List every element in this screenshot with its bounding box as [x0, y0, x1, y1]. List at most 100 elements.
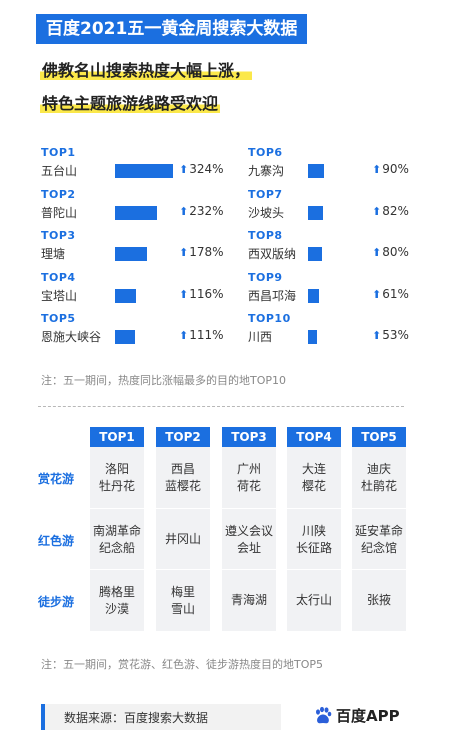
section-divider — [38, 406, 404, 407]
theme-column-bg — [352, 447, 406, 631]
rank-bar — [308, 247, 322, 261]
destination-name: 九寨沟 — [248, 164, 285, 178]
data-source: 数据来源：百度搜索大数据 — [64, 711, 209, 725]
ranking-left-column: TOP1 五台山 ⬆324% TOP2 普陀山 ⬆232% TOP3 理塘 ⬆178% TOP4 宝… — [41, 146, 241, 354]
theme-cell-line: 长征路 — [295, 540, 332, 555]
ranking-note: 注：五一期间，热度同比涨幅最多的目的地TOP10 — [41, 374, 287, 387]
theme-cell: 南湖革命 纪念船 — [90, 523, 144, 557]
rank-bar-track — [308, 330, 366, 344]
theme-cell-line: 樱花 — [301, 478, 326, 493]
theme-cell: 青海湖 — [222, 592, 276, 609]
rank-bar-track — [308, 247, 366, 261]
rank-bar-track — [308, 205, 366, 220]
theme-cell: 太行山 — [287, 592, 341, 609]
up-arrow-icon: ⬆ — [372, 287, 382, 301]
rank-item: TOP5 恩施大峡谷 ⬆111% — [41, 312, 241, 354]
rank-bar-track — [115, 330, 173, 344]
theme-cell: 西昌 蓝樱花 — [156, 461, 210, 495]
theme-column-bg — [156, 447, 210, 631]
theme-row-label: 徒步游 — [38, 594, 75, 609]
rank-growth-value: 80% — [382, 245, 409, 259]
rank-growth: ⬆324% — [179, 162, 224, 176]
theme-cell: 梅里 雪山 — [156, 584, 210, 618]
rank-bar — [115, 330, 135, 344]
up-arrow-icon: ⬆ — [179, 163, 189, 176]
theme-column-header: TOP3 — [222, 427, 276, 447]
theme-cell-line: 牡丹花 — [98, 478, 135, 493]
destination-name: 五台山 — [41, 164, 78, 178]
rank-item: TOP4 宝塔山 ⬆116% — [41, 271, 241, 313]
theme-cell-line: 杜鹃花 — [360, 478, 397, 493]
rank-growth: ⬆80% — [372, 245, 409, 259]
rank-growth: ⬆90% — [372, 162, 409, 176]
theme-cell: 大连 樱花 — [287, 461, 341, 495]
theme-cell-line: 蓝樱花 — [164, 478, 201, 493]
subtitle-line-2: 特色主题旅游线路受欢迎 — [40, 93, 221, 115]
theme-cell-line: 荷花 — [236, 478, 261, 493]
row-separator — [90, 508, 408, 509]
rank-bar — [115, 247, 147, 261]
destination-name: 川西 — [248, 330, 273, 344]
rank-label: TOP6 — [248, 146, 283, 159]
theme-column-header: TOP1 — [90, 427, 144, 447]
rank-growth-value: 53% — [382, 328, 409, 342]
theme-cell-line: 延安革命 — [354, 523, 403, 538]
theme-cell-line: 遵义会议 — [224, 523, 273, 538]
theme-cell: 井冈山 — [156, 531, 210, 548]
rank-bar — [115, 164, 173, 178]
up-arrow-icon: ⬆ — [372, 204, 382, 218]
theme-column-bg — [287, 447, 341, 631]
theme-cell-line: 迪庆 — [366, 461, 391, 476]
rank-growth: ⬆116% — [179, 287, 224, 301]
theme-cell-line: 会址 — [236, 540, 261, 555]
up-arrow-icon: ⬆ — [372, 246, 382, 259]
destination-name: 西双版纳 — [248, 247, 297, 261]
rank-bar — [115, 288, 136, 303]
destination-name: 恩施大峡谷 — [41, 330, 102, 344]
rank-bar — [115, 205, 157, 220]
theme-cell: 遵义会议 会址 — [222, 523, 276, 557]
up-arrow-icon: ⬆ — [179, 287, 189, 301]
theme-row-label: 赏花游 — [38, 471, 75, 486]
theme-cell: 腾格里 沙漠 — [90, 584, 144, 618]
theme-cell-line: 洛阳 — [104, 461, 129, 476]
rank-growth-value: 178% — [189, 245, 224, 259]
rank-item: TOP2 普陀山 ⬆232% — [41, 188, 241, 230]
up-arrow-icon: ⬆ — [372, 163, 382, 176]
theme-cell-line: 张掖 — [366, 593, 391, 607]
subtitle-line-1-text: 佛教名山搜索热度大幅上涨， — [40, 61, 253, 80]
rank-item: TOP1 五台山 ⬆324% — [41, 146, 241, 188]
rank-growth-value: 90% — [382, 162, 409, 176]
rank-bar — [308, 164, 324, 178]
rank-bar-track — [115, 247, 173, 261]
source-box — [45, 704, 281, 730]
theme-cell: 张掖 — [352, 592, 406, 609]
up-arrow-icon: ⬆ — [179, 246, 189, 259]
theme-cell-line: 纪念馆 — [360, 540, 397, 555]
rank-item: TOP9 西昌邛海 ⬆61% — [248, 271, 448, 313]
rank-item: TOP3 理塘 ⬆178% — [41, 229, 241, 271]
theme-column-header: TOP2 — [156, 427, 210, 447]
rank-label: TOP9 — [248, 270, 283, 284]
rank-item: TOP8 西双版纳 ⬆80% — [248, 229, 448, 271]
destination-name: 理塘 — [41, 247, 66, 261]
rank-growth-value: 61% — [382, 286, 409, 301]
rank-bar-track — [115, 164, 173, 178]
rank-growth: ⬆178% — [179, 245, 224, 259]
baidu-paw-icon — [316, 706, 332, 723]
rank-label: TOP2 — [41, 187, 76, 201]
rank-growth: ⬆53% — [372, 328, 409, 342]
rank-growth-value: 232% — [189, 203, 224, 218]
rank-growth-value: 324% — [189, 162, 224, 176]
rank-growth-value: 116% — [189, 286, 224, 301]
up-arrow-icon: ⬆ — [372, 329, 382, 342]
theme-cell: 广州 荷花 — [222, 461, 276, 495]
up-arrow-icon: ⬆ — [179, 329, 189, 342]
rank-growth-value: 111% — [189, 328, 224, 342]
rank-label: TOP8 — [248, 229, 283, 242]
theme-cell-line: 川陕 — [301, 523, 326, 538]
theme-cell: 洛阳 牡丹花 — [90, 461, 144, 495]
rank-bar — [308, 205, 323, 220]
theme-column-header: TOP4 — [287, 427, 341, 447]
theme-column-header: TOP5 — [352, 427, 406, 447]
